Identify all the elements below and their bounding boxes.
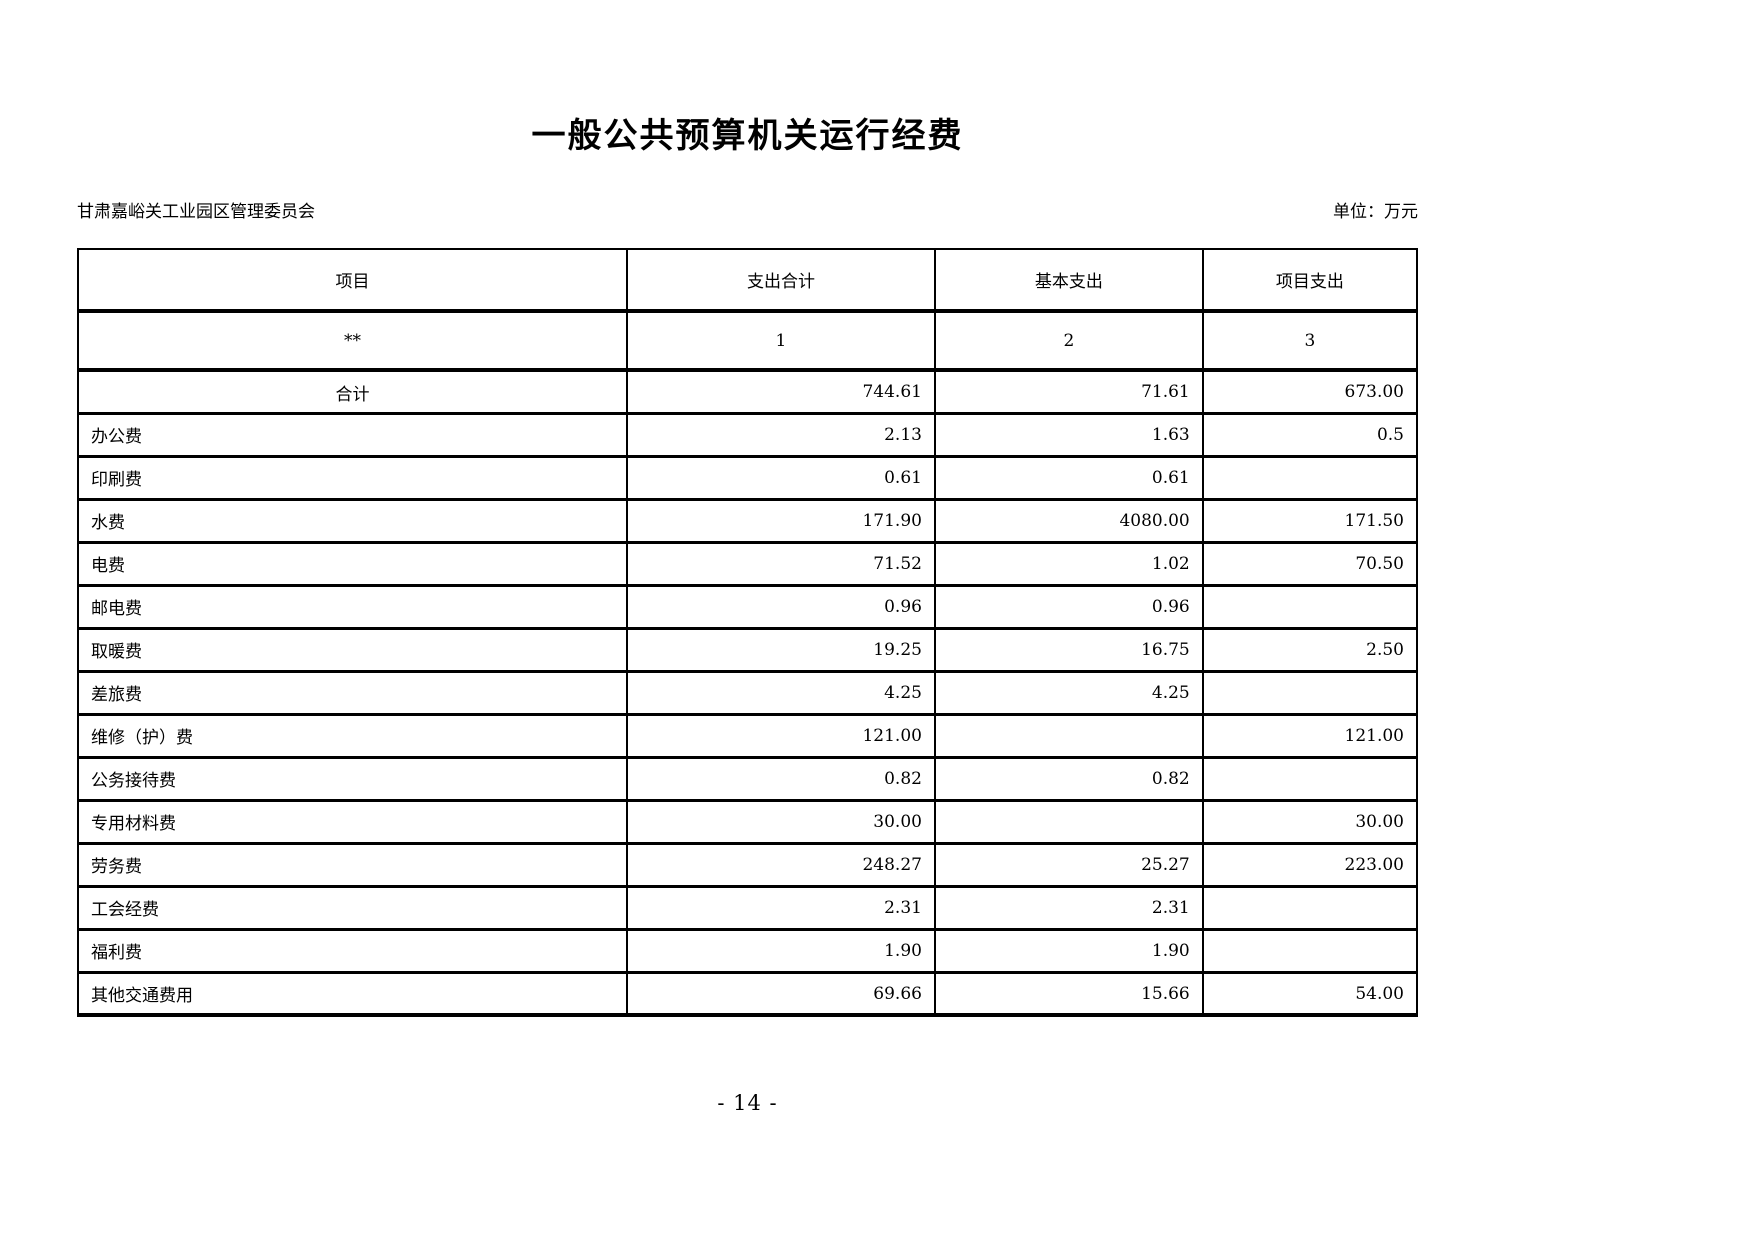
total-value-cell: 0.61: [625, 454, 936, 501]
project-value-cell: [1201, 927, 1419, 974]
basic-value-cell: 4.25: [933, 669, 1204, 716]
basic-value-cell: 0.96: [933, 583, 1204, 630]
total-value-cell: 744.61: [625, 368, 936, 415]
item-cell: 水费: [77, 497, 628, 544]
project-value-cell: [1201, 454, 1419, 501]
total-value-cell: 248.27: [625, 841, 936, 888]
item-cell: 维修（护）费: [77, 712, 628, 759]
total-value-cell: 19.25: [625, 626, 936, 673]
table-row: 公务接待费 0.82 0.82: [77, 755, 1419, 802]
table-row: 印刷费 0.61 0.61: [77, 454, 1419, 501]
total-value-cell: 69.66: [625, 970, 936, 1017]
document-content: 一般公共预算机关运行经费 甘肃嘉峪关工业园区管理委员会 单位：万元 项目 支出合…: [77, 0, 1419, 1116]
basic-value-cell: 1.02: [933, 540, 1204, 587]
project-value-cell: 54.00: [1201, 970, 1419, 1017]
item-cell: 公务接待费: [77, 755, 628, 802]
total-value-cell: 4.25: [625, 669, 936, 716]
column-header-total: 支出合计: [625, 248, 936, 314]
project-value-cell: 0.5: [1201, 411, 1419, 458]
table-row: 劳务费 248.27 25.27 223.00: [77, 841, 1419, 888]
item-cell: 差旅费: [77, 669, 628, 716]
total-value-cell: 71.52: [625, 540, 936, 587]
basic-value-cell: 2.31: [933, 884, 1204, 931]
total-value-cell: 2.31: [625, 884, 936, 931]
table-row: 工会经费 2.31 2.31: [77, 884, 1419, 931]
total-value-cell: 1.90: [625, 927, 936, 974]
subtitle-row: 甘肃嘉峪关工业园区管理委员会 单位：万元: [77, 197, 1418, 222]
table-body: 合计 744.61 71.61 673.00 办公费 2.13 1.63 0.5 印刷费 0.61…: [77, 368, 1419, 1017]
code-cell-basic: 2: [933, 309, 1204, 373]
item-cell: 福利费: [77, 927, 628, 974]
org-name: 甘肃嘉峪关工业园区管理委员会: [77, 202, 315, 223]
project-value-cell: 2.50: [1201, 626, 1419, 673]
table-row: 差旅费 4.25 4.25: [77, 669, 1419, 716]
code-cell-project: 3: [1201, 309, 1419, 373]
item-cell: 工会经费: [77, 884, 628, 931]
total-value-cell: 171.90: [625, 497, 936, 544]
basic-value-cell: 0.82: [933, 755, 1204, 802]
table-row: 水费 171.90 4080.00 171.50: [77, 497, 1419, 544]
basic-value-cell: 1.63: [933, 411, 1204, 458]
unit-label: 单位：万元: [1333, 202, 1418, 223]
basic-value-cell: 15.66: [933, 970, 1204, 1017]
table-row: 维修（护）费 121.00 121.00: [77, 712, 1419, 759]
basic-value-cell: 1.90: [933, 927, 1204, 974]
project-value-cell: [1201, 884, 1419, 931]
page-title: 一般公共预算机关运行经费: [531, 116, 964, 156]
total-value-cell: 121.00: [625, 712, 936, 759]
project-value-cell: [1201, 583, 1419, 630]
item-cell: 印刷费: [77, 454, 628, 501]
total-value-cell: 0.82: [625, 755, 936, 802]
column-header-project: 项目支出: [1201, 248, 1419, 314]
column-header-item: 项目: [77, 248, 628, 314]
column-header-basic: 基本支出: [933, 248, 1204, 314]
project-value-cell: 70.50: [1201, 540, 1419, 587]
basic-value-cell: 4080.00: [933, 497, 1204, 544]
total-value-cell: 0.96: [625, 583, 936, 630]
item-cell: 办公费: [77, 411, 628, 458]
total-value-cell: 2.13: [625, 411, 936, 458]
table-total-row: 合计 744.61 71.61 673.00: [77, 368, 1419, 415]
item-cell: 邮电费: [77, 583, 628, 630]
table-header-row: 项目 支出合计 基本支出 项目支出: [77, 248, 1419, 314]
table-row: 其他交通费用 69.66 15.66 54.00: [77, 970, 1419, 1017]
total-value-cell: 30.00: [625, 798, 936, 845]
budget-table: 项目 支出合计 基本支出 项目支出 ** 1 2 3 合计 744.61 71.61…: [77, 248, 1419, 1018]
table-row: 福利费 1.90 1.90: [77, 927, 1419, 974]
item-cell: 劳务费: [77, 841, 628, 888]
project-value-cell: [1201, 755, 1419, 802]
basic-value-cell: [933, 712, 1204, 759]
basic-value-cell: 25.27: [933, 841, 1204, 888]
project-value-cell: 223.00: [1201, 841, 1419, 888]
item-cell: 取暖费: [77, 626, 628, 673]
project-value-cell: 30.00: [1201, 798, 1419, 845]
table-row: 取暖费 19.25 16.75 2.50: [77, 626, 1419, 673]
table-code-row: ** 1 2 3: [77, 309, 1419, 373]
page-number: - 14 -: [717, 1091, 778, 1116]
basic-value-cell: 16.75: [933, 626, 1204, 673]
basic-value-cell: [933, 798, 1204, 845]
code-cell-total: 1: [625, 309, 936, 373]
project-value-cell: 121.00: [1201, 712, 1419, 759]
item-cell: 电费: [77, 540, 628, 587]
basic-value-cell: 0.61: [933, 454, 1204, 501]
project-value-cell: 673.00: [1201, 368, 1419, 415]
project-value-cell: [1201, 669, 1419, 716]
basic-value-cell: 71.61: [933, 368, 1204, 415]
table-row: 电费 71.52 1.02 70.50: [77, 540, 1419, 587]
item-cell: 合计: [77, 368, 628, 415]
table-row: 专用材料费 30.00 30.00: [77, 798, 1419, 845]
table-row: 办公费 2.13 1.63 0.5: [77, 411, 1419, 458]
project-value-cell: 171.50: [1201, 497, 1419, 544]
code-cell-item: **: [77, 309, 628, 373]
item-cell: 其他交通费用: [77, 970, 628, 1017]
table-row: 邮电费 0.96 0.96: [77, 583, 1419, 630]
item-cell: 专用材料费: [77, 798, 628, 845]
